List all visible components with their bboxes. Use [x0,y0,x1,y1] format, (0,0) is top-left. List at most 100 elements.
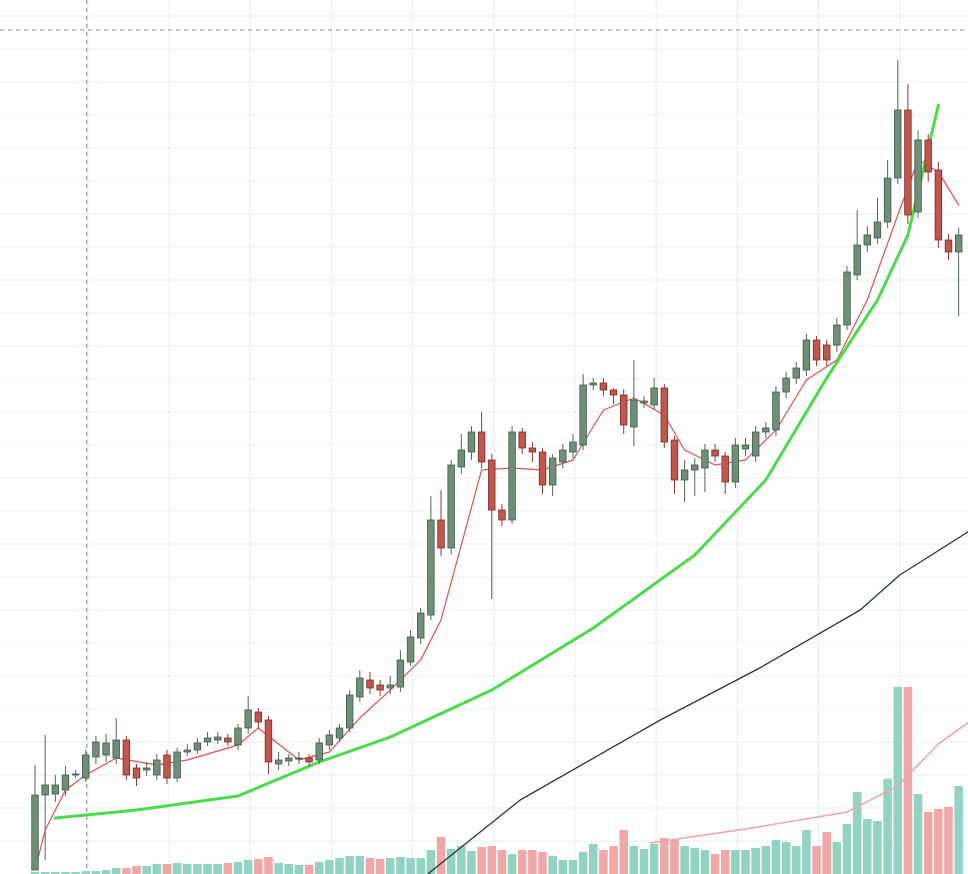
candle-body [508,431,516,521]
volume-bar [487,846,497,874]
candle-body [467,431,476,453]
volume-bar [40,872,50,874]
candle-body [254,711,263,723]
volume-bar [568,860,578,874]
volume-bar [690,848,700,874]
volume-bar [203,864,212,874]
candle-body [782,377,790,393]
candle-body [132,767,141,779]
volume-bar [751,848,760,874]
volume-bar [548,856,557,874]
candle-body [498,509,506,521]
candle-body [701,449,709,469]
volume-bar [183,864,192,874]
candle-body [477,431,486,463]
candle-body [457,449,466,468]
volume-bar [842,824,852,874]
volume-bar [304,865,314,874]
candle-body [650,387,658,406]
candle-body [589,382,597,386]
volume-bar [497,850,507,874]
volume-bar [396,857,405,874]
volume-bar [264,857,273,874]
candle-body [548,457,557,486]
volume-bar [375,859,385,874]
volume-bar [670,840,679,874]
volume-bar [223,863,233,874]
candle-body [762,427,770,433]
volume-bar [639,849,649,874]
volume-bar [629,846,639,874]
candle-body [792,367,800,379]
candle-body [609,389,618,396]
volume-bar [771,840,781,874]
volume-bar [51,872,60,874]
volume-bar [852,792,862,874]
candle-body [71,773,80,776]
candle-body [264,719,273,763]
volume-bar [883,779,892,874]
candle-body [366,679,374,689]
volume-bar [152,864,162,874]
candle-body [883,177,892,223]
volume-bar [944,807,953,874]
candle-body [660,387,669,443]
candle-body [924,139,932,173]
candle-body [203,737,212,743]
candle-body [325,734,334,746]
candle-body [599,382,608,391]
volume-bar [132,866,141,874]
volume-bar [314,862,324,874]
volume-bar [426,850,436,874]
candle-body [214,736,222,741]
candle-body [285,757,293,762]
candle-body [163,754,171,779]
volume-bar [578,852,588,874]
volume-bar [284,864,294,874]
candle-body [173,751,181,779]
candle-body [630,399,638,428]
candle-body [112,739,120,759]
volume-bar [893,687,903,874]
candle-body [944,239,953,253]
candle-body [92,741,100,758]
volume-bar [101,870,111,874]
candle-body [82,754,90,779]
volume-bar [406,858,415,874]
candle-body [579,384,587,446]
volume-bar [294,865,304,874]
volume-bar [538,852,547,874]
volume-bar [91,871,101,874]
volume-bar [507,854,517,874]
volume-bar [61,872,70,874]
candle-body [751,431,760,457]
candle-body [528,447,537,453]
volume-bar [467,851,476,874]
candle-body [447,464,455,549]
candle-body [488,459,496,511]
candle-body [863,234,872,246]
candle-body [315,742,323,761]
volume-bar [528,850,537,874]
volume-bar [243,860,253,874]
volume-bar [903,687,913,874]
volume-bar [416,858,425,874]
volume-bar [589,844,598,874]
candle-body [356,677,364,698]
volume-bar [781,842,791,874]
candle-body [772,391,780,431]
volume-bar [457,846,466,874]
volume-bar [446,849,456,874]
volume-bar [274,863,283,874]
volume-bar [792,846,801,874]
candle-body [224,737,232,743]
candle-body [721,455,729,483]
candle-body [295,757,303,760]
volume-bar [355,856,365,874]
candle-body [853,244,861,276]
indicator-line [34,159,960,871]
volume-bar [720,850,730,874]
volume-bar [609,846,618,874]
volume-bar [741,850,750,874]
